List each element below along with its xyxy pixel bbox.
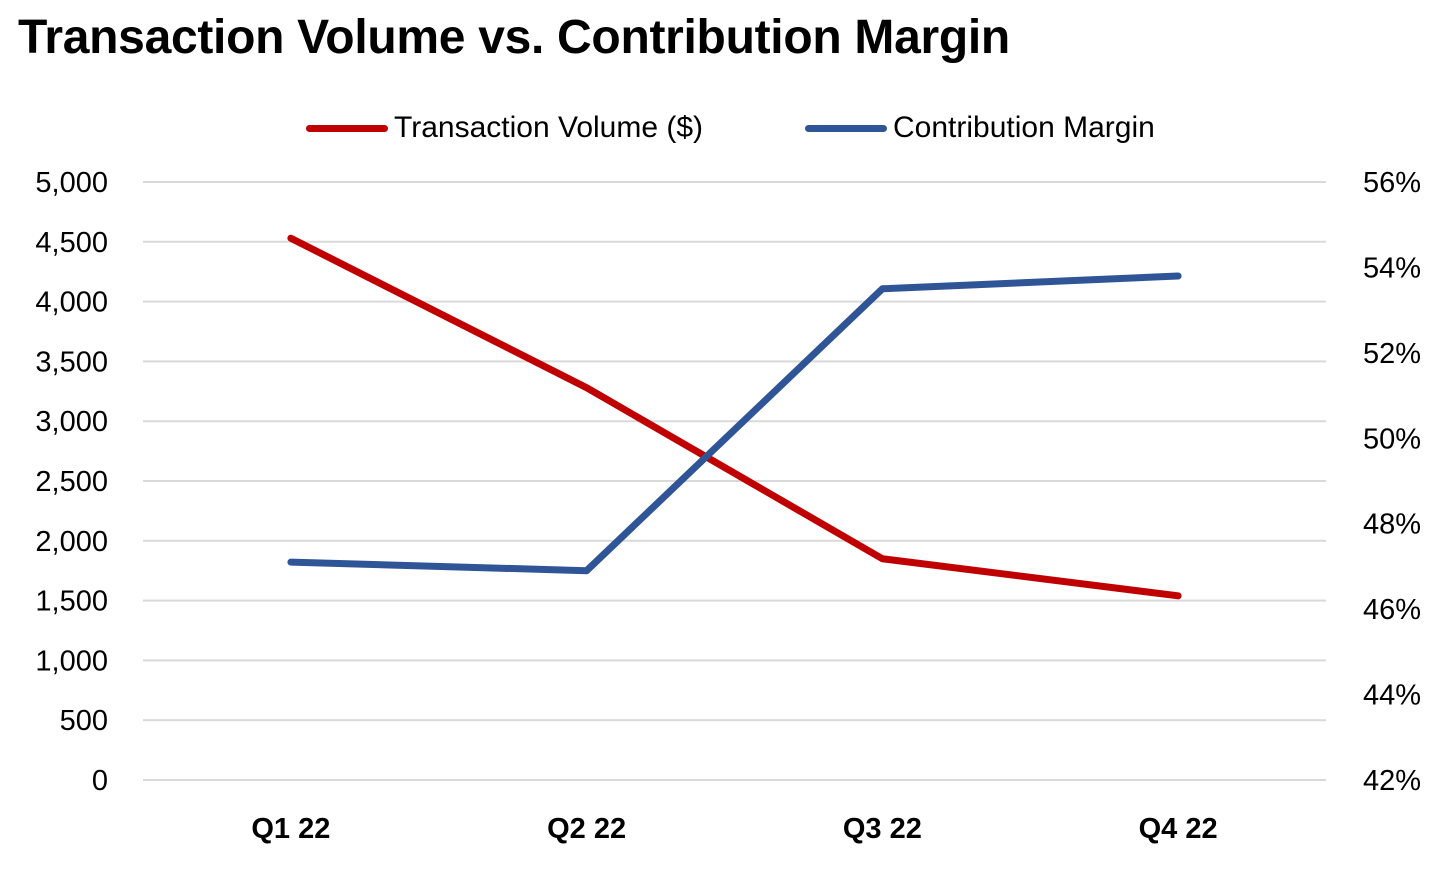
left-axis-tick-label: 1,500 [35,586,108,618]
left-axis-tick-label: 3,000 [35,406,108,438]
data-point-contribution-margin [583,567,590,574]
left-axis-tick-label: 1,000 [35,645,108,677]
left-axis-tick-label: 500 [60,705,108,737]
data-point-contribution-margin [287,559,294,566]
legend-swatch-transaction-volume [306,124,388,132]
data-point-transaction-volume [287,235,294,242]
legend-item-contribution-margin: Contribution Margin [805,108,1155,148]
x-axis-tick-label: Q3 22 [843,813,922,845]
left-axis-tick-label: 4,500 [35,227,108,259]
data-point-contribution-margin [879,285,886,292]
x-axis-tick-label: Q4 22 [1139,813,1218,845]
right-axis-tick-label: 48% [1363,509,1421,541]
data-point-transaction-volume [879,555,886,562]
data-point-contribution-margin [1175,272,1182,279]
legend-label-transaction-volume: Transaction Volume ($) [394,111,704,144]
left-axis-ticks: 0 500 1,000 1,500 2,000 2,500 3,000 3,500 4,000 4… [35,167,108,797]
series-line-contribution-margin [287,272,1182,575]
right-axis-ticks: 42% 44% 46% 48% 50% 52% 54% 56% [1363,167,1421,797]
legend-swatch-contribution-margin [805,124,887,132]
right-axis-tick-label: 54% [1363,252,1421,284]
right-axis-tick-label: 42% [1363,765,1421,797]
right-axis-tick-label: 46% [1363,594,1421,626]
series-lines [287,234,1182,600]
x-axis-tick-label: Q2 22 [547,813,626,845]
left-axis-tick-label: 4,000 [35,287,108,319]
chart-title: Transaction Volume vs. Contribution Marg… [18,11,1010,64]
right-axis-tick-label: 52% [1363,338,1421,370]
right-axis-tick-label: 44% [1363,680,1421,712]
grid-lines [143,181,1326,781]
x-axis-tick-label: Q1 22 [251,813,330,845]
legend-label-contribution-margin: Contribution Margin [893,111,1155,144]
left-axis-tick-label: 0 [92,765,108,797]
left-axis-tick-label: 2,000 [35,526,108,558]
left-axis-tick-label: 2,500 [35,466,108,498]
legend: Transaction Volume ($) Contribution Marg… [0,108,1456,148]
data-point-transaction-volume [583,384,590,391]
x-axis-ticks: Q1 22 Q2 22 Q3 22 Q4 22 [251,813,1217,845]
series-line-transaction-volume [287,234,1182,600]
right-axis-tick-label: 50% [1363,423,1421,455]
data-point-transaction-volume [1175,592,1182,599]
left-axis-tick-label: 5,000 [35,167,108,199]
left-axis-tick-label: 3,500 [35,346,108,378]
legend-item-transaction-volume: Transaction Volume ($) [306,108,703,148]
right-axis-tick-label: 56% [1363,167,1421,199]
